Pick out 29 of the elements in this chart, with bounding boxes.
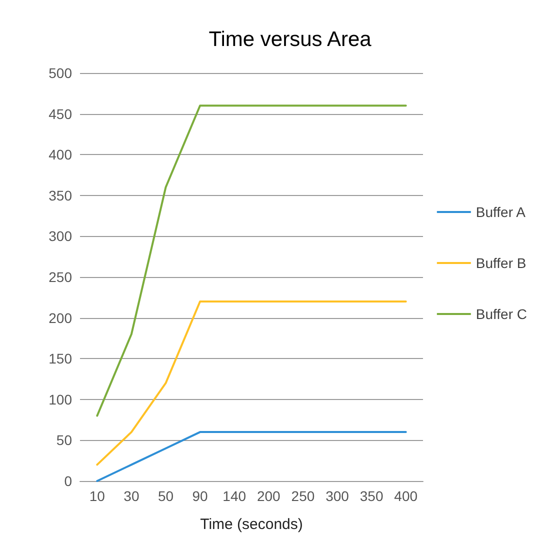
line-series — [96, 431, 407, 482]
x-tick-label: 350 — [360, 488, 384, 504]
x-tick-label: 140 — [222, 488, 246, 504]
x-axis-title: Time (seconds) — [200, 516, 303, 533]
x-tick-label: 90 — [192, 488, 208, 504]
y-tick-label: 150 — [48, 350, 72, 367]
chart-title: Time versus Area — [208, 28, 372, 51]
x-tick-label: 30 — [124, 488, 140, 504]
x-tick-label: 200 — [256, 488, 281, 504]
legend-label: Buffer B — [476, 255, 526, 271]
x-tick-label: 250 — [291, 488, 315, 504]
legend-label: Buffer C — [476, 306, 528, 322]
y-tick-label: 350 — [48, 187, 72, 204]
y-tick-label: 200 — [48, 310, 72, 326]
y-tick-label: 500 — [48, 65, 72, 81]
x-tick-label: 50 — [158, 488, 174, 504]
x-tick-label: 300 — [326, 488, 350, 504]
line-series — [96, 104, 407, 417]
x-tick-label: 10 — [89, 488, 106, 504]
y-tick-label: 100 — [48, 391, 72, 408]
y-tick-label: 0 — [64, 473, 72, 489]
y-tick-label: 250 — [48, 269, 72, 285]
y-tick-label: 300 — [48, 228, 72, 244]
y-tick-label: 50 — [56, 432, 72, 448]
y-tick-label: 450 — [48, 106, 72, 122]
y-tick-label: 400 — [48, 146, 72, 163]
x-tick-label: 400 — [394, 488, 418, 504]
line-series — [96, 300, 407, 466]
legend-label: Buffer A — [476, 204, 526, 220]
